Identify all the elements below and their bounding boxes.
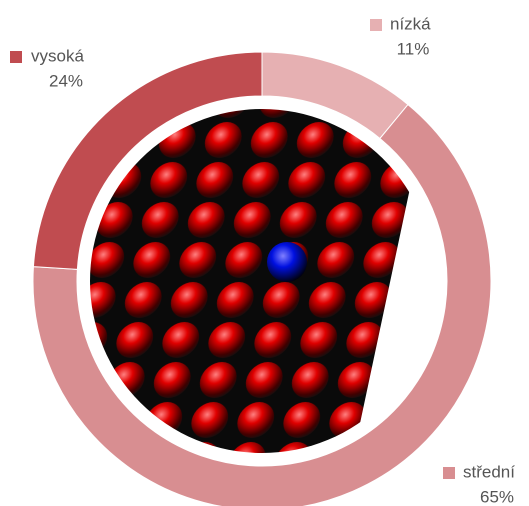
- legend-label: střední: [463, 462, 515, 481]
- donut: [32, 51, 492, 506]
- donut-slice: [32, 51, 263, 270]
- value-label: 65%: [480, 487, 514, 506]
- value-label: 24%: [49, 71, 83, 90]
- legend-label: nízká: [390, 14, 431, 33]
- legend-swatch: [443, 467, 455, 479]
- legend-label: vysoká: [31, 46, 84, 65]
- legend-swatch: [370, 19, 382, 31]
- legend-swatch: [10, 51, 22, 63]
- value-label: 11%: [397, 39, 430, 58]
- donut-slice: [32, 103, 492, 506]
